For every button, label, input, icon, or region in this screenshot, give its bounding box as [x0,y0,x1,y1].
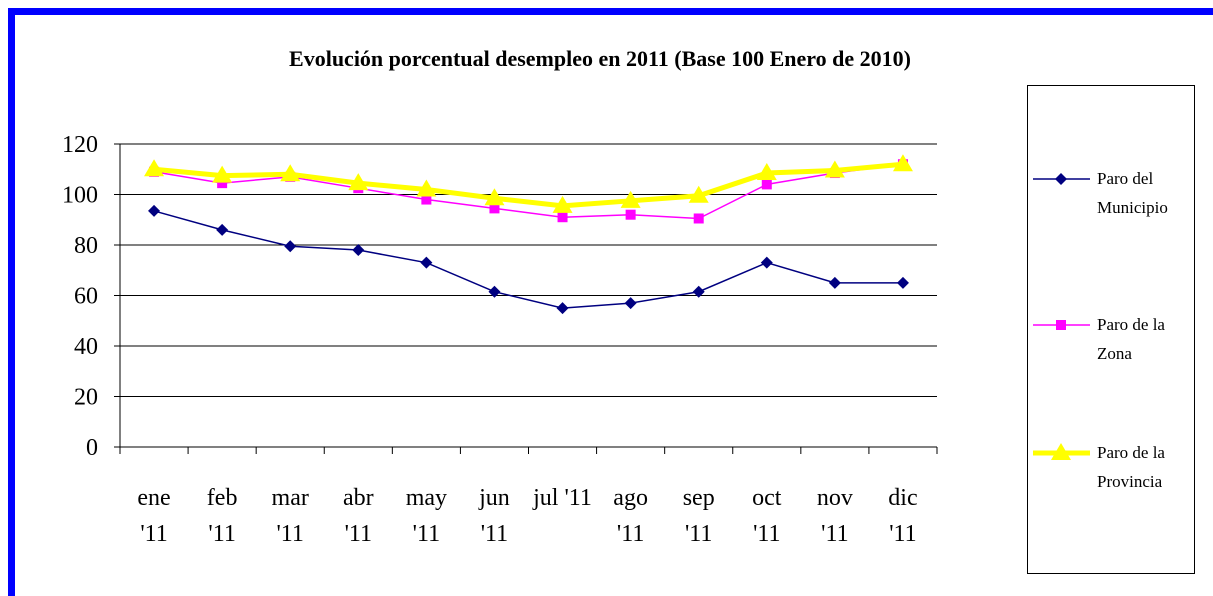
y-tick-label: 40 [74,334,98,360]
data-point [760,256,773,269]
data-point [217,178,228,189]
data-point [624,297,637,310]
data-point [280,164,301,182]
x-tick-label: oct '11 [752,485,782,547]
data-point [148,204,161,217]
data-point [489,203,500,214]
data-point [693,213,704,224]
data-point [216,223,229,236]
y-tick-label: 80 [74,233,98,259]
data-point [828,276,841,289]
data-point [688,185,709,203]
legend-marker [1051,443,1071,460]
x-tick-label: dic '11 [888,485,918,547]
data-point [557,212,568,223]
data-point [144,159,165,177]
chart-title: Evolución porcentual desempleo en 2011 (… [289,46,911,71]
series-line [153,163,904,220]
x-tick-label: ene '11 [137,485,171,547]
data-point [692,285,705,298]
y-tick-label: 0 [86,435,98,461]
data-point [352,244,365,257]
data-point [824,160,845,178]
legend-marker [1056,320,1066,330]
y-tick-label: 60 [74,284,98,310]
legend [1027,85,1195,574]
x-tick-label: feb '11 [206,485,238,547]
data-point [556,302,569,315]
data-point [212,165,233,183]
legend-label: Paro del Municipio [1097,169,1168,217]
data-point [756,163,777,181]
data-point [416,179,437,197]
x-tick-label: mar '11 [271,485,309,547]
x-tick-label: abr '11 [342,485,374,547]
y-tick-label: 100 [62,183,98,209]
data-point [552,195,573,213]
legend-label: Paro de la Provincia [1097,443,1165,491]
data-point [896,276,909,289]
data-point [420,256,433,269]
x-tick-label: ago '11 [613,485,648,547]
x-tick-label: jun '11 [479,485,510,547]
x-tick-label: jul '11 [533,485,592,511]
y-tick-label: 20 [74,385,98,411]
data-point [421,194,432,205]
data-point [620,190,641,208]
data-point [488,285,501,298]
x-tick-label: sep '11 [682,485,715,547]
data-point [284,240,297,253]
data-point [761,179,772,190]
legend-label: Paro de la Zona [1097,315,1165,363]
legend-marker [1055,173,1067,185]
data-point [348,173,369,191]
series-line [153,161,904,209]
x-tick-label: may '11 [405,485,448,547]
x-tick-label: nov '11 [816,485,853,547]
data-point [892,154,913,172]
y-tick-label: 120 [62,132,98,158]
data-point [625,209,636,220]
frame [8,8,1213,596]
data-point [484,188,505,206]
series-line [153,210,903,309]
